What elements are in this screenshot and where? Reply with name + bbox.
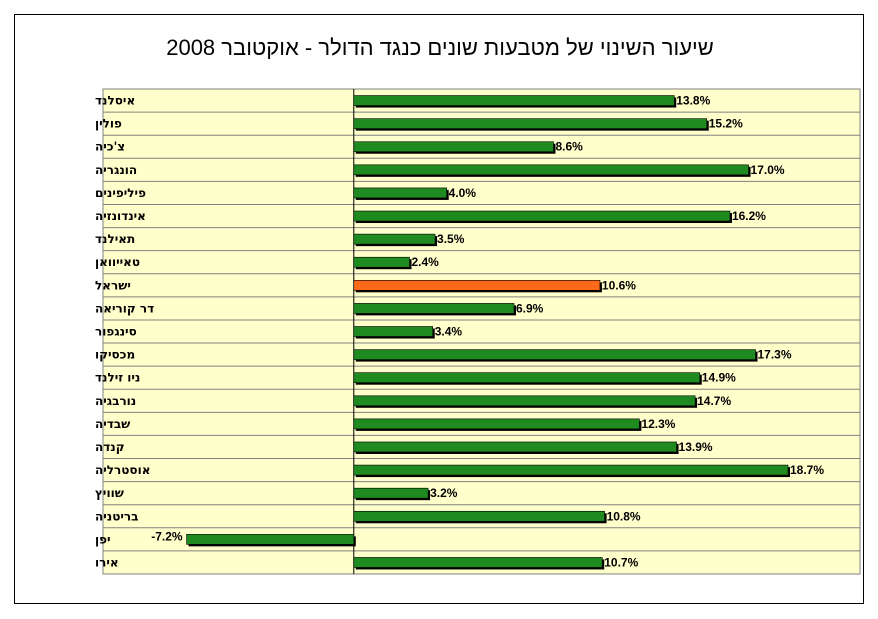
category-label: שוויץ: [95, 486, 124, 500]
bar: [353, 464, 789, 476]
category-label: תאילנד: [95, 232, 135, 246]
bar: [353, 395, 696, 407]
bar: [353, 418, 640, 430]
value-label: 12.3%: [641, 417, 675, 431]
value-label: 15.2%: [709, 117, 743, 131]
chart-svg: שיעור השינוי של מטבעות שונים כנגד הדולר …: [95, 35, 861, 575]
category-label: פיליפינים: [95, 186, 146, 200]
bar: [353, 487, 429, 499]
category-label: צ'כיה: [95, 140, 125, 154]
plot-background: [103, 89, 860, 574]
value-label: 13.9%: [679, 440, 713, 454]
bar: [353, 256, 410, 268]
category-label: קנדה: [95, 440, 125, 454]
category-label: מכסיקו: [95, 348, 135, 362]
value-label: 17.3%: [758, 348, 792, 362]
value-label: 10.8%: [607, 509, 641, 523]
value-label: 14.9%: [702, 371, 736, 385]
category-label: יפן: [95, 532, 111, 546]
value-label: 18.7%: [790, 463, 824, 477]
bar: [353, 372, 701, 383]
category-label: ישראל: [95, 278, 131, 292]
value-label: 8.6%: [555, 140, 583, 154]
bar: [353, 303, 515, 314]
value-label: 13.8%: [676, 94, 710, 108]
category-label: טאייוואן: [95, 255, 140, 269]
bar: [353, 349, 756, 360]
category-label: הונגריה: [95, 163, 137, 177]
category-label: דר קוריאה: [95, 301, 154, 315]
category-label: פולין: [95, 117, 122, 131]
value-label: 3.5%: [437, 232, 465, 246]
bar: [353, 118, 708, 129]
value-label: 17.0%: [751, 163, 785, 177]
value-label: 10.7%: [604, 555, 638, 569]
category-label: ניו זילנד: [95, 371, 140, 385]
category-label: אוסטרליה: [95, 463, 150, 477]
value-label: 14.7%: [697, 394, 731, 408]
value-label: 10.6%: [602, 278, 636, 292]
value-label: 3.2%: [430, 486, 458, 500]
bar: [353, 326, 434, 337]
value-label: 4.0%: [449, 186, 477, 200]
category-label: נורבגיה: [95, 394, 136, 408]
category-label: אינדונזיה: [95, 209, 146, 223]
bar: [353, 95, 675, 106]
value-label: 16.2%: [732, 209, 766, 223]
category-label: בריטניה: [95, 509, 138, 523]
bar: [353, 441, 677, 453]
value-label: 6.9%: [516, 301, 544, 315]
value-label: 3.4%: [435, 325, 463, 339]
value-label: -7.2%: [151, 529, 183, 543]
plot-border: [102, 88, 861, 575]
category-label: שבדיה: [95, 417, 130, 431]
bar: [353, 187, 447, 199]
bar: [353, 510, 605, 522]
bar: [353, 557, 603, 568]
category-label: סינגפור: [95, 325, 137, 339]
chart-title: שיעור השינוי של מטבעות שונים כנגד הדולר …: [166, 35, 714, 60]
bar: [353, 233, 436, 245]
bar: [353, 164, 749, 176]
bar: [353, 280, 601, 291]
category-label: איסלנד: [95, 94, 135, 108]
value-label: 2.4%: [412, 255, 440, 269]
bar: [353, 210, 731, 222]
category-label: אירו: [95, 555, 119, 569]
chart-frame: שיעור השינוי של מטבעות שונים כנגד הדולר …: [14, 14, 864, 604]
bar: [186, 534, 355, 545]
plot-area: איסלנד 13.8% פולין 15.2% צ'כיה 8.6% הונגריה 17.…: [95, 88, 861, 575]
bar: [353, 141, 554, 153]
